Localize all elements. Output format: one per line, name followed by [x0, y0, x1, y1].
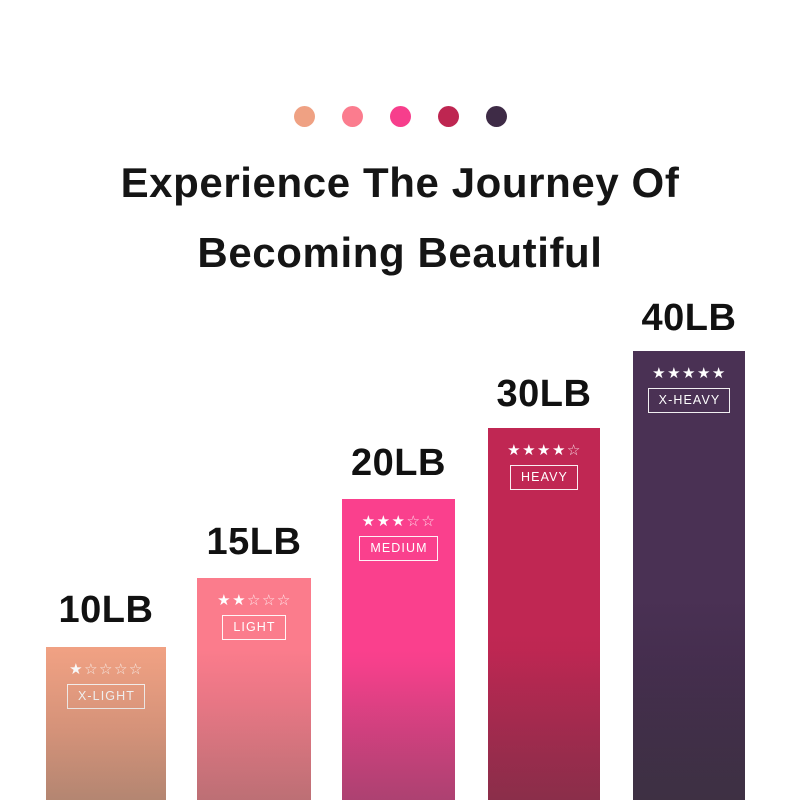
level-badge: X-HEAVY [647, 388, 731, 413]
star-empty-icon: ☆ [566, 441, 581, 459]
star-empty-icon: ☆ [247, 591, 261, 609]
star-rating: ★ ★ ★ ★ ★ [652, 365, 726, 381]
bar-15lb[interactable]: ★ ★ ☆ ☆ ☆ LIGHT [197, 578, 311, 800]
star-filled-icon: ★ [69, 660, 84, 678]
star-filled-icon: ★ [667, 364, 682, 382]
star-rating: ★ ★ ☆ ☆ ☆ [217, 592, 291, 608]
weight-label: 10LB [58, 589, 154, 631]
star-filled-icon: ★ [696, 364, 711, 382]
level-badge: HEAVY [510, 465, 578, 490]
weight-label: 15LB [206, 521, 302, 563]
star-empty-icon: ☆ [276, 591, 291, 609]
dot-x-light [293, 106, 315, 127]
star-rating: ★ ★ ★ ★ ☆ [507, 442, 581, 458]
color-swatch-row [0, 106, 800, 127]
page-title-line-2: Becoming Beautiful [197, 229, 603, 276]
bar-bottom-shadow [342, 650, 455, 800]
dot-heavy [437, 106, 459, 127]
star-filled-icon: ★ [391, 512, 406, 530]
star-rating: ★ ★ ★ ☆ ☆ [362, 513, 436, 529]
page-title-line-1: Experience The Journey Of [120, 159, 680, 206]
bar-group-10lb[interactable]: 10LB ★ ☆ ☆ ☆ ☆ X-LIGHT [46, 0, 166, 800]
level-badge: LIGHT [222, 615, 286, 640]
weight-label: 40LB [641, 297, 737, 339]
bar-10lb[interactable]: ★ ☆ ☆ ☆ ☆ X-LIGHT [46, 647, 166, 800]
dot-medium [389, 106, 411, 127]
star-empty-icon: ☆ [421, 512, 436, 530]
bar-group-30lb[interactable]: 30LB ★ ★ ★ ★ ☆ HEAVY [488, 0, 600, 800]
star-rating: ★ ☆ ☆ ☆ ☆ [69, 661, 143, 677]
bar-group-20lb[interactable]: 20LB ★ ★ ★ ☆ ☆ MEDIUM [342, 0, 455, 800]
weight-label: 30LB [496, 373, 592, 415]
star-filled-icon: ★ [361, 512, 376, 530]
bar-bottom-shadow [488, 650, 600, 800]
star-empty-icon: ☆ [261, 591, 276, 609]
star-empty-icon: ☆ [128, 660, 143, 678]
bar-30lb[interactable]: ★ ★ ★ ★ ☆ HEAVY [488, 428, 600, 800]
star-empty-icon: ☆ [406, 512, 421, 530]
star-filled-icon: ★ [376, 512, 391, 530]
bar-content: ★ ☆ ☆ ☆ ☆ X-LIGHT [46, 661, 166, 709]
star-filled-icon: ★ [652, 364, 667, 382]
bar-group-40lb[interactable]: 40LB ★ ★ ★ ★ ★ X-HEAVY [633, 0, 745, 800]
star-filled-icon: ★ [682, 364, 696, 382]
bar-group-15lb[interactable]: 15LB ★ ★ ☆ ☆ ☆ LIGHT [197, 0, 311, 800]
star-filled-icon: ★ [522, 441, 537, 459]
level-badge: MEDIUM [359, 536, 438, 561]
level-badge: X-LIGHT [66, 684, 145, 709]
weight-label: 20LB [351, 442, 446, 484]
star-filled-icon: ★ [232, 591, 247, 609]
bar-content: ★ ★ ★ ☆ ☆ MEDIUM [342, 513, 455, 561]
star-filled-icon: ★ [711, 364, 726, 382]
dot-light [341, 106, 363, 127]
dot-x-heavy [485, 106, 507, 127]
star-empty-icon: ☆ [113, 660, 128, 678]
star-filled-icon: ★ [537, 441, 551, 459]
bar-content: ★ ★ ☆ ☆ ☆ LIGHT [197, 592, 311, 640]
bar-40lb[interactable]: ★ ★ ★ ★ ★ X-HEAVY [633, 351, 745, 800]
bar-content: ★ ★ ★ ★ ☆ HEAVY [488, 442, 600, 490]
bar-bottom-shadow [633, 650, 745, 800]
star-filled-icon: ★ [217, 591, 232, 609]
star-filled-icon: ★ [507, 441, 522, 459]
bar-content: ★ ★ ★ ★ ★ X-HEAVY [633, 365, 745, 413]
star-filled-icon: ★ [551, 441, 566, 459]
bar-bottom-shadow [197, 650, 311, 800]
page-title: Experience The Journey Of Becoming Beaut… [0, 148, 800, 288]
star-empty-icon: ☆ [84, 660, 99, 678]
star-empty-icon: ☆ [99, 660, 113, 678]
bar-20lb[interactable]: ★ ★ ★ ☆ ☆ MEDIUM [342, 499, 455, 800]
